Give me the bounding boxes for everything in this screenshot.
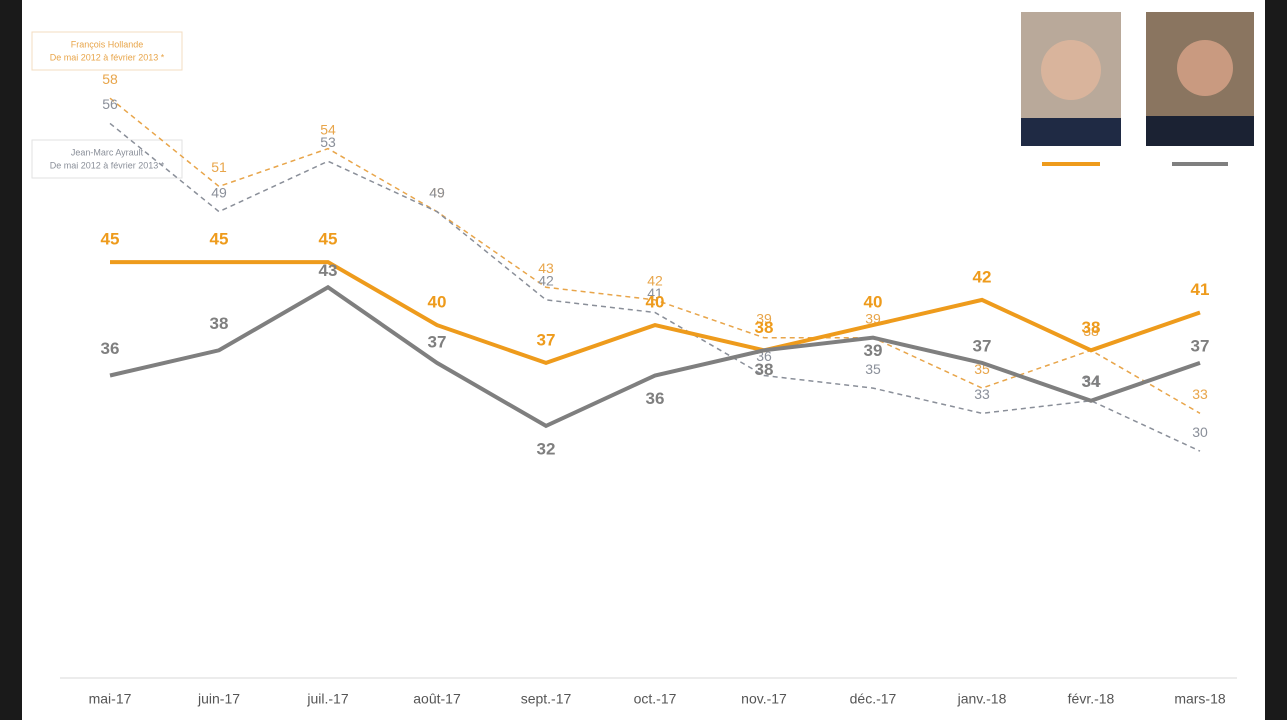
data-label: 37 [537,330,556,349]
line [109,284,1201,429]
data-label: 56 [102,96,118,112]
x-tick-label: nov.-17 [741,691,787,707]
photo-face [1041,40,1101,100]
data-label: 54 [320,121,336,137]
data-label: 49 [429,184,445,200]
data-label: 42 [647,273,663,289]
legend-period: De mai 2012 à février 2013 * [50,160,165,170]
dashed-line [109,122,1201,452]
data-label: 40 [864,293,883,312]
data-label: 39 [756,310,772,326]
x-tick-label: mars-18 [1174,691,1226,707]
x-tick-label: sept.-17 [521,691,572,707]
x-tick-label: août-17 [413,691,461,707]
data-label: 33 [974,386,990,402]
x-tick-label: juin-17 [197,691,240,707]
legend-box [31,139,183,179]
data-label: 41 [1191,280,1210,299]
data-label: 40 [428,293,447,312]
legend-box [31,31,183,71]
data-label: 41 [647,285,663,301]
data-label: 45 [101,230,120,249]
legend-label: François Hollande [71,39,144,49]
data-label: 38 [755,318,774,337]
photo-suit [1146,116,1254,146]
data-label: 58 [102,71,118,87]
data-label: 49 [211,184,227,200]
data-label: 38 [1082,318,1101,337]
data-label: 33 [1192,386,1208,402]
x-tick-label: déc.-17 [850,691,897,707]
data-label: 39 [864,341,883,360]
data-label: 42 [973,267,992,286]
data-label: 43 [538,260,554,276]
data-label: 37 [1191,336,1210,355]
legend-label: Jean-Marc Ayrault [71,147,144,157]
data-label: 38 [755,360,774,379]
x-tick-label: juil.-17 [306,691,348,707]
legend: François Hollande De mai 2012 à février … [31,31,183,179]
data-label: 30 [1192,424,1208,440]
data-label: 42 [538,273,554,289]
data-label: 36 [646,389,665,408]
data-label: 36 [101,339,120,358]
photo-suit [1021,118,1121,146]
data-label: 38 [1083,323,1099,339]
data-label: 45 [210,230,229,249]
data-label: 43 [319,261,338,280]
x-tick-label: janv.-18 [957,691,1007,707]
x-tick-label: févr.-18 [1068,691,1115,707]
x-tick-label: oct.-17 [634,691,677,707]
data-label: 51 [211,159,227,175]
data-label: 35 [865,361,881,377]
data-label: 38 [210,314,229,333]
data-label: 45 [319,230,338,249]
data-label: 34 [1082,372,1101,391]
data-label: 37 [973,336,992,355]
dashed-line [109,97,1201,414]
data-label: 53 [320,134,336,150]
data-label: 34 [1083,373,1099,389]
legend-period: De mai 2012 à février 2013 * [50,52,165,62]
line [110,260,1201,366]
photo-face [1177,40,1233,96]
x-tick-label: mai-17 [89,691,132,707]
data-label: 40 [646,293,665,312]
data-label: 37 [428,332,447,351]
data-label: 49 [429,184,445,200]
data-label: 32 [537,439,556,458]
